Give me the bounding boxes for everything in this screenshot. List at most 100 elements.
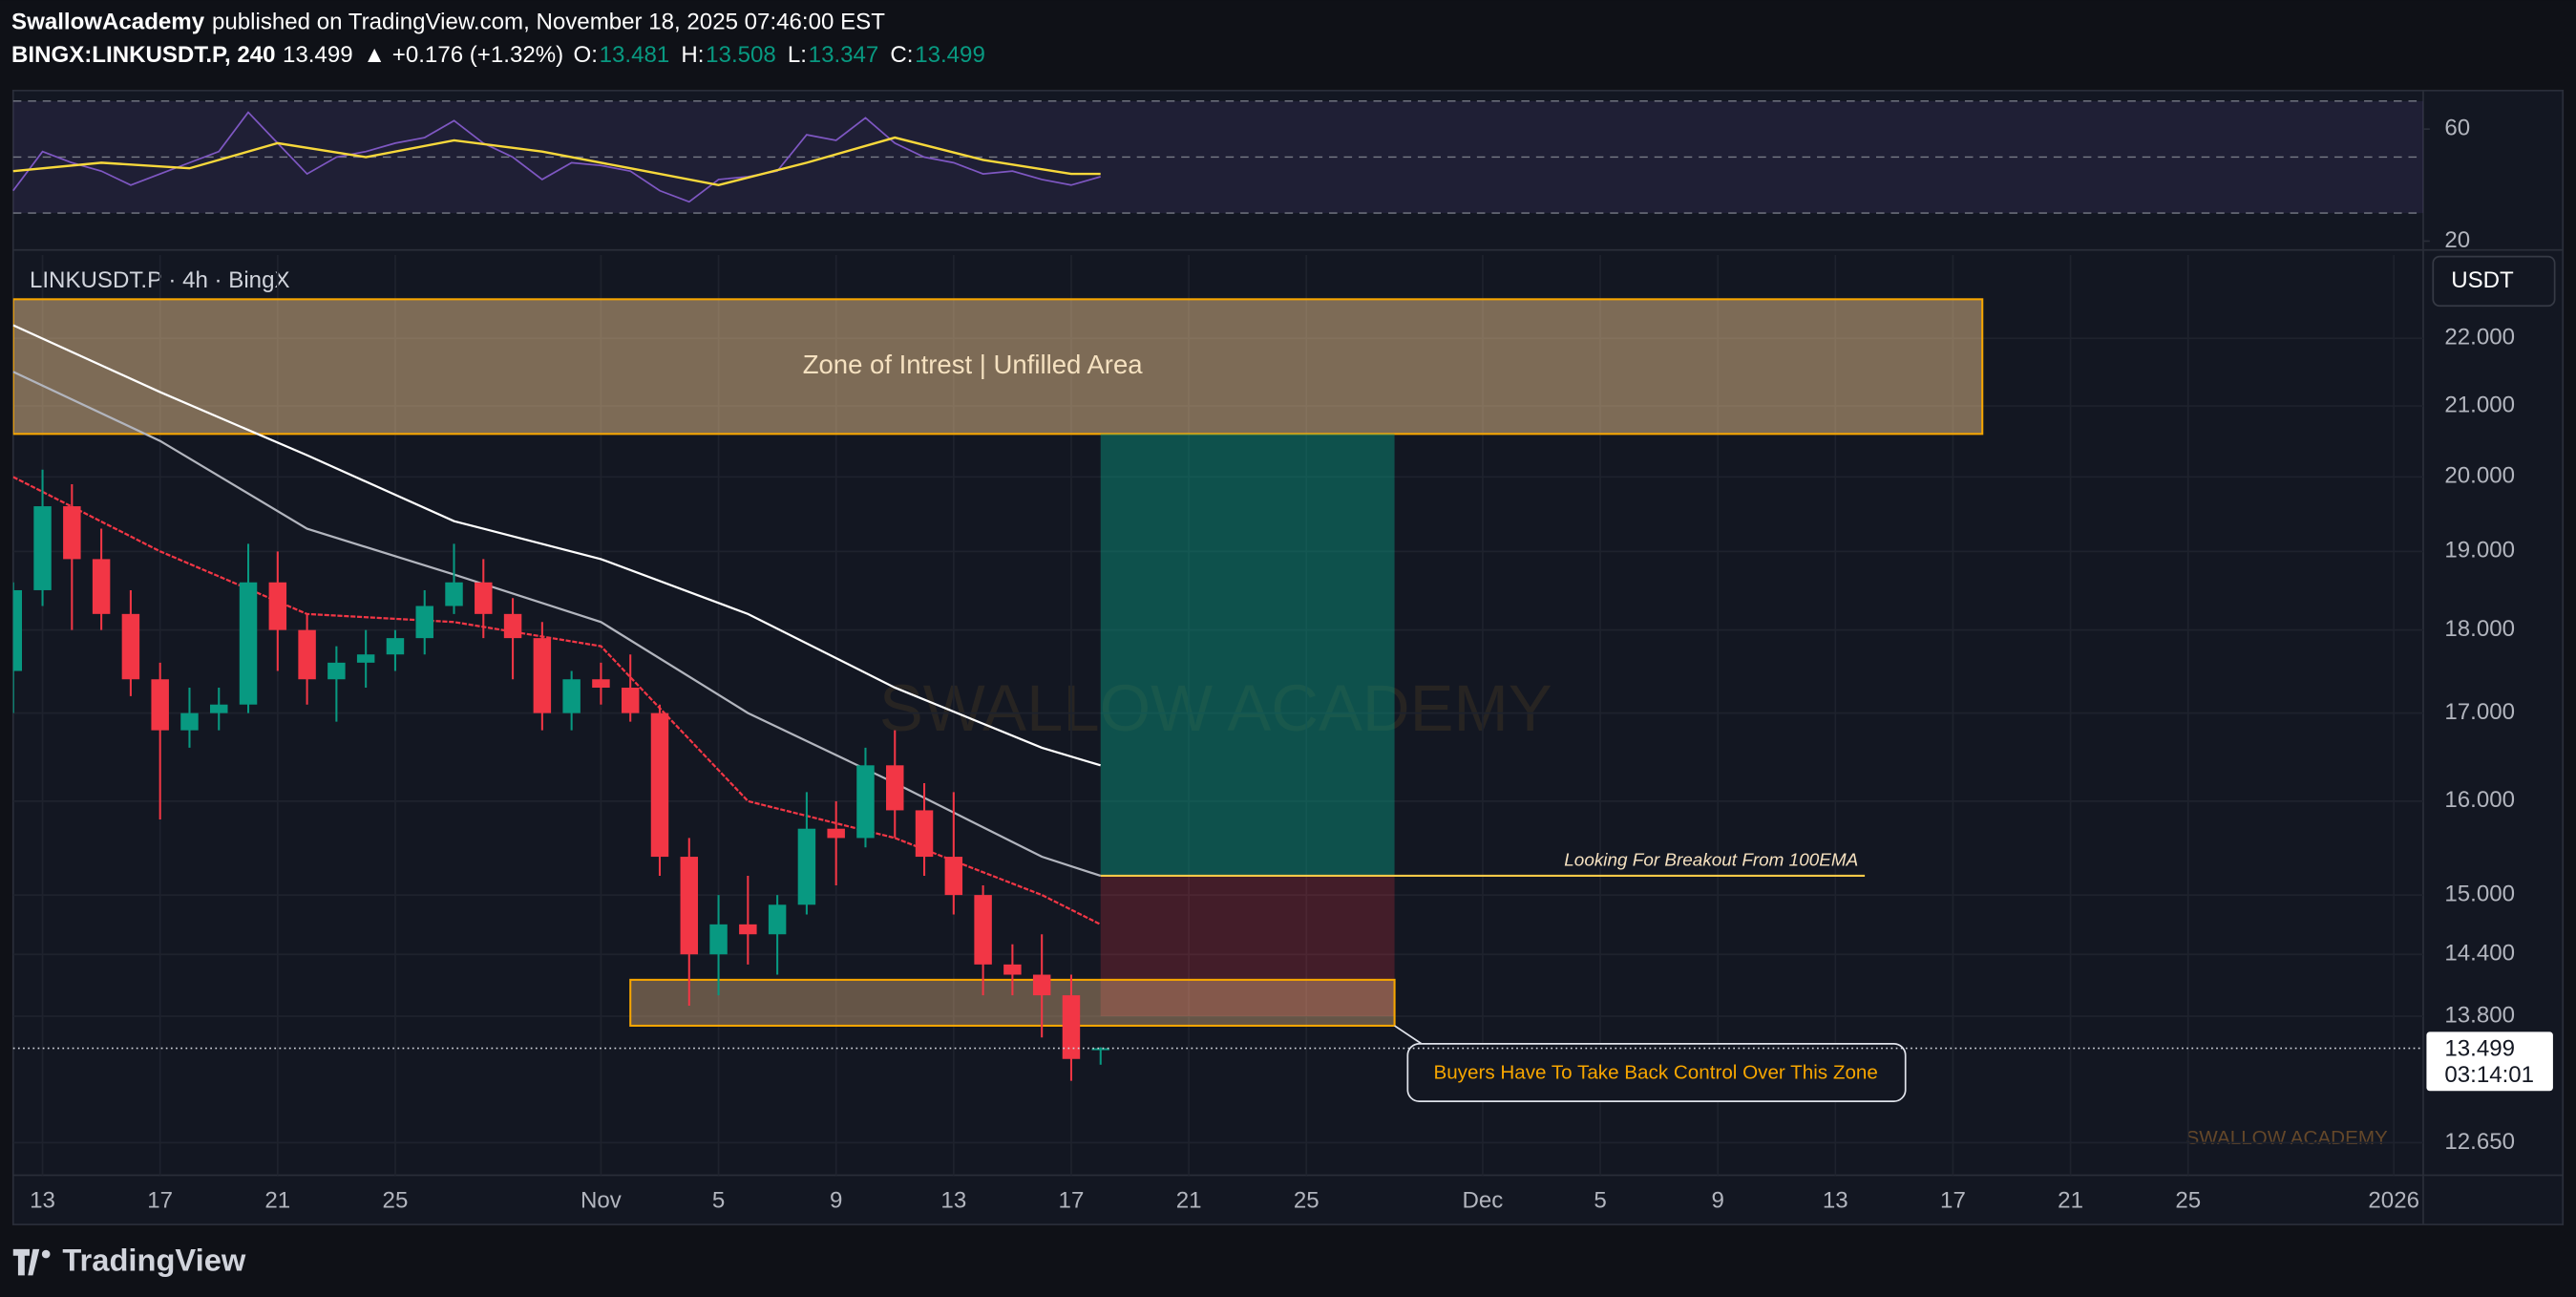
candle-body [533, 638, 552, 713]
candle-body [475, 582, 493, 614]
candle-body [121, 613, 140, 680]
last-price: 13.499 [283, 42, 353, 68]
candle-body [1032, 974, 1051, 996]
candle-body [239, 582, 258, 705]
candle-body [768, 904, 787, 935]
ohlc-value: 13.347 [809, 42, 879, 68]
candle-body [386, 638, 405, 655]
candle-body [650, 712, 669, 858]
y-tick-label: 18.000 [2444, 616, 2515, 642]
candle-body [503, 613, 522, 639]
candle-body [797, 828, 816, 905]
author: SwallowAcademy [11, 10, 205, 35]
rsi-tick-label: 20 [2444, 227, 2470, 253]
currency-box [2432, 255, 2556, 308]
rsi-tick-label: 60 [2444, 116, 2470, 141]
rsi-line [12, 136, 1101, 187]
candle-body [180, 712, 199, 731]
zone [12, 298, 1984, 436]
candle-body [356, 654, 375, 663]
rsi-line [12, 111, 1101, 203]
y-tick-label: 21.000 [2444, 392, 2515, 417]
position-target [1100, 434, 1395, 876]
candle-body [974, 895, 992, 965]
ohlc-label: H: [681, 42, 704, 68]
ema-line [12, 324, 1101, 767]
ema-line [12, 476, 1102, 925]
position-stop [1100, 875, 1395, 1016]
x-tick-label: 17 [147, 1187, 173, 1213]
candle-body [827, 828, 845, 839]
candle-body [680, 857, 699, 955]
x-tick-label: 21 [1176, 1187, 1202, 1213]
price-label-box [2426, 1031, 2553, 1092]
ohlc-value: 13.508 [706, 42, 776, 68]
candle-body [562, 679, 581, 713]
candle-body [856, 765, 875, 839]
candle-body [12, 589, 23, 671]
x-tick-label: 13 [940, 1187, 966, 1213]
main-pane [12, 254, 2423, 1176]
x-tick-label: 21 [264, 1187, 290, 1213]
candle-body [709, 924, 728, 955]
y-tick-label: 15.000 [2444, 881, 2515, 906]
x-tick-label: 17 [1059, 1187, 1085, 1213]
y-tick-label: 19.000 [2444, 538, 2515, 563]
ohlc-value: 13.481 [600, 42, 670, 68]
candle-body [915, 810, 934, 858]
price-label: 13.499 [2444, 1036, 2515, 1062]
ohlc-label: O: [574, 42, 598, 68]
x-tick-label: 5 [712, 1187, 725, 1213]
x-tick-label: 25 [2175, 1187, 2201, 1213]
candle-body [210, 704, 228, 713]
y-tick-label: 13.800 [2444, 1002, 2515, 1028]
x-tick-label: 25 [1294, 1187, 1320, 1213]
symbol: BINGX:LINKUSDT.P, 240 [11, 42, 276, 68]
x-tick-label: 2026 [2368, 1187, 2419, 1213]
candle-body [33, 506, 52, 590]
x-tick-label: 9 [1711, 1187, 1723, 1213]
callout-label: Buyers Have To Take Back Control Over Th… [1433, 1061, 1877, 1083]
candle-body [621, 688, 640, 713]
y-tick-label: 12.650 [2444, 1129, 2515, 1155]
x-tick-label: 9 [830, 1187, 842, 1213]
x-tick-label: 13 [30, 1187, 55, 1213]
x-tick-label: Nov [581, 1187, 622, 1213]
published: published on TradingView.com, November 1… [212, 10, 885, 35]
brand: TradingView [62, 1242, 246, 1277]
candle-body [1003, 964, 1022, 975]
candle-body [944, 857, 963, 896]
candle-body [327, 662, 346, 680]
ohlc-value: 13.499 [915, 42, 985, 68]
brand-logo [12, 1248, 51, 1276]
candle-body [298, 629, 316, 680]
currency: USDT [2451, 267, 2514, 293]
candle-body [63, 506, 81, 560]
ema-line [12, 371, 1102, 878]
x-tick-label: 5 [1594, 1187, 1606, 1213]
candle-body [92, 559, 111, 614]
candle-body [151, 679, 169, 731]
y-tick-label: 20.000 [2444, 463, 2515, 489]
candle-body [1062, 995, 1081, 1059]
note-label: Looking For Breakout From 100EMA [1564, 850, 1858, 870]
y-tick-label: 14.400 [2444, 941, 2515, 967]
candle-body [886, 765, 904, 811]
x-tick-label: 21 [2058, 1187, 2083, 1213]
candle-body [1091, 1048, 1109, 1051]
change: ▲ +0.176 (+1.32%) [363, 42, 563, 68]
watermark: SWALLOW ACADEMY [879, 671, 1552, 745]
x-tick-label: Dec [1463, 1187, 1504, 1213]
y-tick-label: 16.000 [2444, 787, 2515, 813]
x-tick-label: 25 [383, 1187, 409, 1213]
candle-body [268, 582, 287, 630]
callout-box [1406, 1043, 1907, 1102]
callout-connector [1394, 1025, 1425, 1047]
x-tick-label: 13 [1823, 1187, 1848, 1213]
candle-body [592, 679, 610, 689]
y-tick-label: 22.000 [2444, 325, 2515, 351]
zone-label: Zone of Intrest | Unfilled Area [803, 350, 1144, 379]
candle-body [415, 606, 433, 639]
